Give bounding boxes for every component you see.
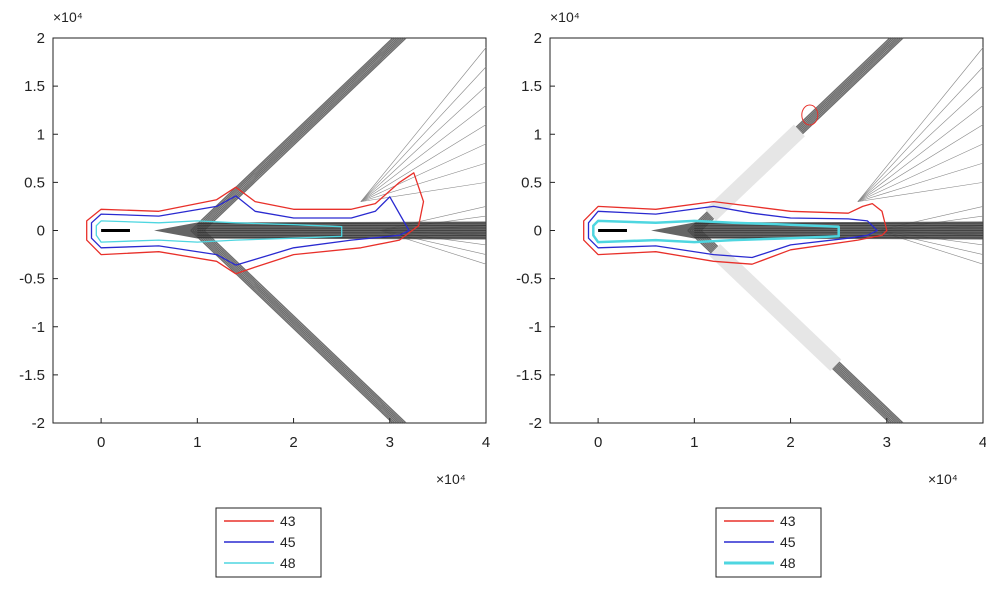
fan-ray (857, 85, 984, 202)
contour-45 (90, 195, 410, 266)
upper-ray-band-ray (199, 37, 403, 232)
y-exponent-label: ×10⁴ (550, 9, 580, 25)
legend-label: 45 (280, 534, 296, 550)
fan-ray (857, 162, 984, 202)
fan-ray (360, 47, 487, 202)
legend: 43 45 48 (715, 507, 822, 578)
y-tick-label: -1.5 (516, 367, 542, 384)
legend-label: 48 (280, 555, 296, 571)
wake-line (197, 237, 487, 239)
y-tick-label: 2 (37, 30, 45, 47)
y-tick-label: 0.5 (24, 174, 45, 191)
legend-label: 43 (280, 513, 296, 529)
y-tick-label: 2 (534, 30, 542, 47)
x-exponent-label: ×10⁴ (436, 471, 466, 487)
fan-ray (857, 124, 984, 202)
legend-label: 45 (780, 534, 796, 550)
y-tick-label: -1.5 (19, 367, 45, 384)
contour-layer (583, 200, 888, 265)
fan-ray (360, 143, 487, 202)
contour-43-spot (801, 104, 819, 126)
y-tick-label: -0.5 (516, 271, 542, 288)
lower-ray-band-ray (190, 229, 394, 424)
tick-layer: 0 1 2 3 4 2 1.5 1 0.5 0 -0.5 -1 -1.5 -2 (19, 30, 490, 451)
y-tick-label: 1 (534, 126, 542, 143)
fan-ray (857, 182, 984, 202)
tick-layer: 0 1 2 3 4 2 1.5 1 0.5 0 -0.5 -1 -1.5 -2 (516, 30, 986, 451)
right-plot-panel: 0 1 2 3 421.510.50-0.5-1-1.5-2 ×10⁴ ×10⁴ 434… (516, 9, 986, 578)
wake-line (694, 237, 984, 239)
lower-ray-band-faded-segment (709, 243, 842, 372)
lower-ray-band (190, 229, 407, 424)
y-tick-label: -2 (529, 415, 542, 432)
x-tick-label: 1 (193, 434, 201, 451)
x-tick-label: 4 (979, 434, 986, 451)
fan-ray (857, 105, 984, 202)
legend: 43 45 48 (215, 507, 322, 578)
y-tick-label: 1.5 (24, 78, 45, 95)
y-tick-label: -1 (529, 319, 542, 336)
upper-ray-band-ray (194, 37, 398, 232)
x-tick-label: 0 (97, 434, 105, 451)
y-tick-label: -1 (32, 319, 45, 336)
fan-ray (360, 124, 487, 202)
contour-43 (583, 200, 888, 265)
y-tick-label: 1 (37, 126, 45, 143)
contour-45 (587, 205, 878, 259)
upper-ray-band (687, 37, 904, 232)
y-tick-label: 0 (37, 223, 45, 240)
upper-ray-band-ray (192, 37, 396, 232)
fan-ray (360, 162, 487, 202)
lower-ray-band-ray (203, 229, 407, 424)
y-tick-label: 1.5 (521, 78, 542, 95)
fan-ray (857, 66, 984, 202)
fan-ray (857, 47, 984, 202)
lower-ray-band-ray (194, 229, 398, 424)
contour-layer (86, 172, 425, 275)
lower-ray-band-ray (192, 229, 396, 424)
fan-ray (360, 85, 487, 202)
contour-48 (95, 220, 343, 243)
fan-ray (857, 143, 984, 202)
upper-ray-band-ray (201, 37, 405, 232)
x-tick-label: 3 (386, 434, 394, 451)
lower-ray-band-ray (199, 229, 403, 424)
upper-ray-band-ray (190, 37, 394, 232)
x-exponent-label: ×10⁴ (928, 471, 958, 487)
upper-ray-band-ray (203, 37, 407, 232)
upper-ray-band (190, 37, 407, 232)
x-tick-label: 1 (690, 434, 698, 451)
x-tick-label: 3 (883, 434, 891, 451)
x-tick-label: 2 (786, 434, 794, 451)
structure-layer (101, 37, 487, 424)
y-tick-label: -2 (32, 415, 45, 432)
x-tick-label: 2 (289, 434, 297, 451)
x-tick-label: 0 (594, 434, 602, 451)
fan-ray (360, 66, 487, 202)
x-tick-label: 4 (482, 434, 490, 451)
left-plot-panel: 0 1 2 3 421.510.50-0.5-1-1.5-2 ×10⁴ ×10⁴ 434… (19, 9, 490, 578)
legend-label: 43 (780, 513, 796, 529)
upper-ray-band-faded-segment (704, 124, 805, 221)
contour-43 (86, 172, 425, 275)
fan-ray (360, 105, 487, 202)
contour-48 (592, 219, 840, 244)
y-tick-label: 0 (534, 223, 542, 240)
legend-label: 48 (780, 555, 796, 571)
y-exponent-label: ×10⁴ (53, 9, 83, 25)
lower-ray-band-ray (201, 229, 405, 424)
y-tick-label: 0.5 (521, 174, 542, 191)
y-tick-label: -0.5 (19, 271, 45, 288)
